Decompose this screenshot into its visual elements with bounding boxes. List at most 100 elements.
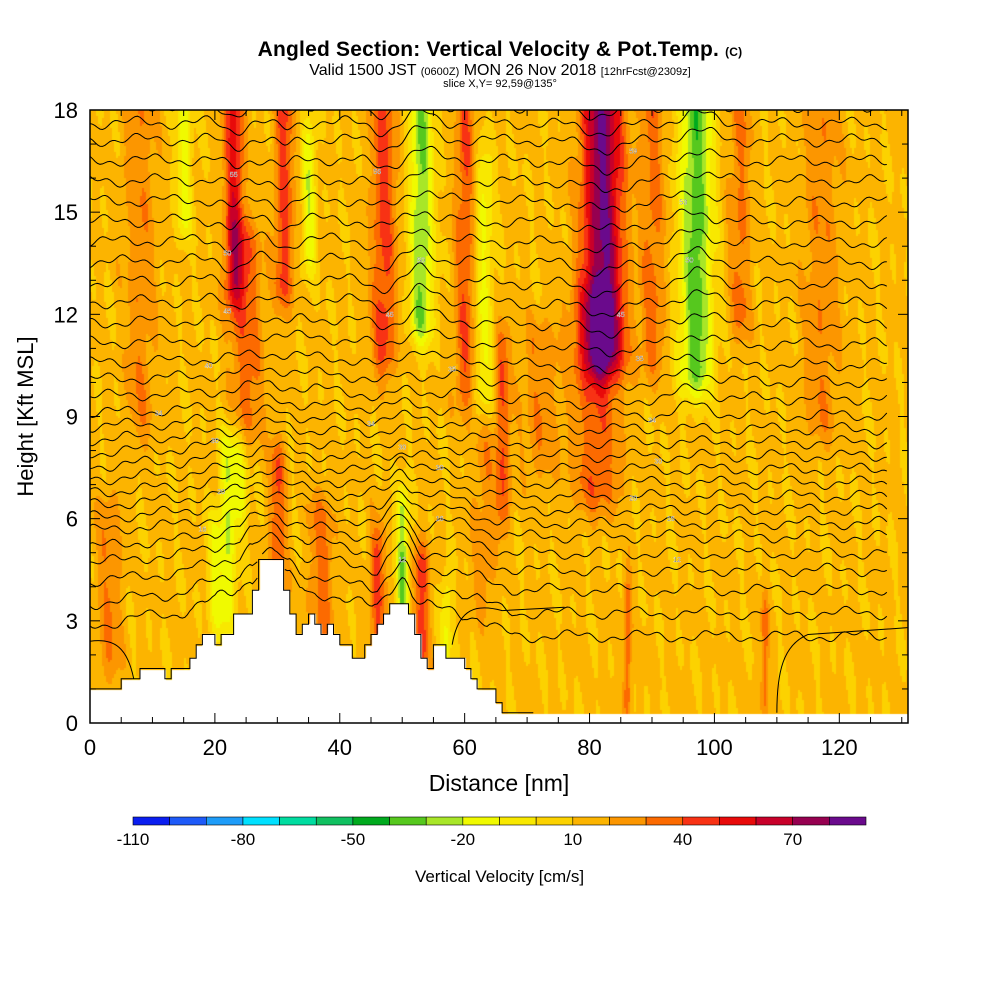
y-axis-label: Height [Kft MSL] xyxy=(13,336,38,496)
isentrope-label: 45 xyxy=(617,312,625,319)
colorbar-swatch xyxy=(829,816,867,826)
y-tick-label: 6 xyxy=(66,507,78,532)
isentrope-label: 34 xyxy=(367,421,375,428)
y-tick-label: 0 xyxy=(66,711,78,736)
isentrope-line xyxy=(90,640,135,679)
chart-title-text: Angled Section: Vertical Velocity & Pot.… xyxy=(257,38,720,61)
colorbar-swatch xyxy=(572,816,610,826)
x-tick-label: 120 xyxy=(821,735,858,760)
isentrope-line xyxy=(90,306,888,339)
isentrope-line xyxy=(90,167,887,194)
colorbar-swatch xyxy=(755,816,793,826)
isentrope-label: 35 xyxy=(636,356,644,363)
forecast-info: [12hrFcst@2309z] xyxy=(600,66,691,78)
x-axis: 0 20 40 60 80 100 120 Distance [nm] xyxy=(84,110,903,796)
isentrope-line xyxy=(90,392,888,423)
colorbar-swatch xyxy=(535,816,574,826)
isentrope-label: 20 xyxy=(217,489,225,496)
colorbar-swatch xyxy=(719,816,757,826)
isentrope-line xyxy=(90,282,888,318)
isentrope-line xyxy=(90,531,888,597)
isentrope-label: 45 xyxy=(223,308,231,315)
colorbar-swatch xyxy=(792,816,830,826)
valid-time: Valid 1500 JST xyxy=(309,62,417,79)
valid-time-utc: (0600Z) xyxy=(420,66,460,78)
isentrope-label: 45 xyxy=(386,312,394,319)
chart-subtitle: Valid 1500 JST (0600Z) MON 26 Nov 2018 [… xyxy=(0,62,1000,80)
isentrope-line xyxy=(90,490,888,531)
isentrope-line xyxy=(90,349,887,376)
colorbar: -110 -80 -50 -20 10 40 70 Vertical Velocity [cm… xyxy=(117,816,867,886)
isentrope-line xyxy=(90,404,888,436)
isentrope-line xyxy=(90,441,887,477)
y-tick-label: 3 xyxy=(66,609,78,634)
isentrope-label: 20 xyxy=(629,496,637,503)
isentrope-line xyxy=(90,364,888,391)
isentrope-label: 30 xyxy=(436,465,444,472)
isentrope-line xyxy=(150,93,872,102)
isentrope-group: 55 56 59 53 50 50 50 45 45 45 40 35 35 34 34 34 30 30 30 30… xyxy=(90,93,908,714)
y-tick-label: 12 xyxy=(54,302,78,327)
isentrope-line xyxy=(90,511,887,560)
isentrope-line xyxy=(90,430,887,464)
isentrope-label: 50 xyxy=(417,257,425,264)
isentrope-line xyxy=(90,244,887,277)
isentrope-label: 16 xyxy=(667,516,675,523)
colorbar-swatch xyxy=(499,816,537,826)
colorbar-tick-label: 40 xyxy=(673,830,692,849)
colorbar-tick-label: -80 xyxy=(231,830,256,849)
colorbar-swatch xyxy=(425,816,464,826)
isentrope-line xyxy=(90,499,888,544)
colorbar-swatch xyxy=(352,816,390,826)
colorbar-swatch xyxy=(315,816,354,826)
isentrope-label: 40 xyxy=(205,363,213,370)
isentrope-line xyxy=(90,125,887,156)
isentrope-label: 12 xyxy=(398,557,406,564)
colorbar-swatch xyxy=(169,816,207,826)
isentrope-line xyxy=(90,328,888,358)
isentrope-label: 50 xyxy=(686,257,694,264)
isentrope-line xyxy=(90,380,888,410)
isentrope-line xyxy=(90,145,887,176)
isentrope-label: 30 xyxy=(654,458,662,465)
isentrope-line xyxy=(90,569,887,644)
chart-title-unit: (C) xyxy=(725,45,743,59)
colorbar-swatch xyxy=(242,816,280,826)
isentrope-line xyxy=(90,453,888,491)
isentrope-line xyxy=(90,190,888,213)
colorbar-tick-label: 70 xyxy=(783,830,802,849)
isentrope-label: 16 xyxy=(198,526,206,533)
y-tick-label: 15 xyxy=(54,200,78,225)
isentrope-label: 35 xyxy=(448,366,456,373)
isentrope-line xyxy=(90,546,888,621)
colorbar-swatch xyxy=(132,816,170,826)
isentrope-label: 34 xyxy=(648,417,656,424)
isentrope-label: 34 xyxy=(155,411,163,418)
colorbar-tick-label: 10 xyxy=(563,830,582,849)
isentrope-label: 16 xyxy=(436,516,444,523)
isentrope-label: 56 xyxy=(373,169,381,176)
isentrope-label: 12 xyxy=(673,557,681,564)
x-tick-label: 40 xyxy=(328,735,352,760)
slice-info: slice X,Y= 92,59@135° xyxy=(443,78,557,90)
x-tick-label: 0 xyxy=(84,735,96,760)
terrain-outline xyxy=(90,559,534,714)
isentrope-label: 50 xyxy=(223,251,231,258)
isentrope-line xyxy=(90,208,888,233)
colorbar-swatch xyxy=(206,816,244,826)
isentrope-line xyxy=(90,521,887,578)
chart-title: Angled Section: Vertical Velocity & Pot.… xyxy=(0,38,1000,62)
colorbar-swatch xyxy=(645,816,684,826)
colorbar-tick-label: -20 xyxy=(451,830,476,849)
isentrope-line xyxy=(90,466,888,504)
isentrope-label: 53 xyxy=(679,199,687,206)
isentrope-line xyxy=(776,627,908,713)
isentrope-label: 55 xyxy=(230,172,238,179)
x-tick-label: 80 xyxy=(577,735,601,760)
colorbar-tick-label: -110 xyxy=(117,830,150,849)
x-tick-label: 60 xyxy=(452,735,476,760)
colorbar-swatch xyxy=(279,816,317,826)
isentrope-line xyxy=(90,262,888,299)
